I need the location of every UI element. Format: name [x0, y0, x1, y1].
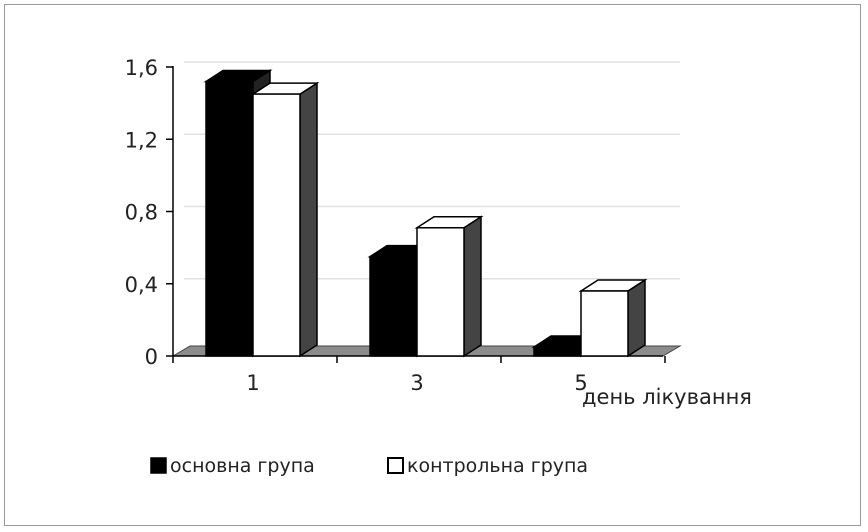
- legend-label-main-group: основна група: [170, 455, 315, 477]
- x-tick-label-5: 5: [574, 371, 587, 395]
- legend-item-main-group: основна група: [150, 455, 315, 477]
- y-tick-label-0: 0: [145, 345, 158, 369]
- legend: основна група контрольна група: [150, 455, 588, 477]
- tick-labels: 0 0,4 0,8 1,2 1,6 1 3 5: [125, 56, 588, 395]
- y-tick-label-4: 1,6: [125, 56, 158, 80]
- legend-label-control-group: контрольна група: [407, 455, 588, 477]
- x-tick-label-1: 1: [246, 371, 259, 395]
- x-tick-label-3: 3: [410, 371, 423, 395]
- bar-front: [369, 255, 418, 357]
- y-tick-label-1: 0,4: [125, 273, 158, 297]
- bar-control-5: [578, 278, 648, 358]
- y-tick-label-2: 0,8: [125, 201, 158, 225]
- bar-front: [416, 227, 465, 357]
- legend-item-control-group: контрольна група: [387, 455, 588, 477]
- bar-side: [463, 215, 482, 358]
- bar-front: [580, 290, 629, 357]
- bar-side: [299, 81, 318, 358]
- bar-front: [252, 93, 301, 357]
- legend-swatch-main-group: [150, 457, 167, 474]
- y-tick-label-3: 1,2: [125, 128, 158, 152]
- bar-control-1: [250, 81, 320, 358]
- legend-swatch-control-group: [387, 457, 404, 474]
- bar-control-3: [414, 215, 484, 358]
- x-axis-label: день лікування: [582, 385, 752, 409]
- bar-front: [533, 346, 582, 357]
- bar-side: [627, 278, 646, 358]
- bar-front: [205, 80, 254, 357]
- bars: [203, 69, 648, 358]
